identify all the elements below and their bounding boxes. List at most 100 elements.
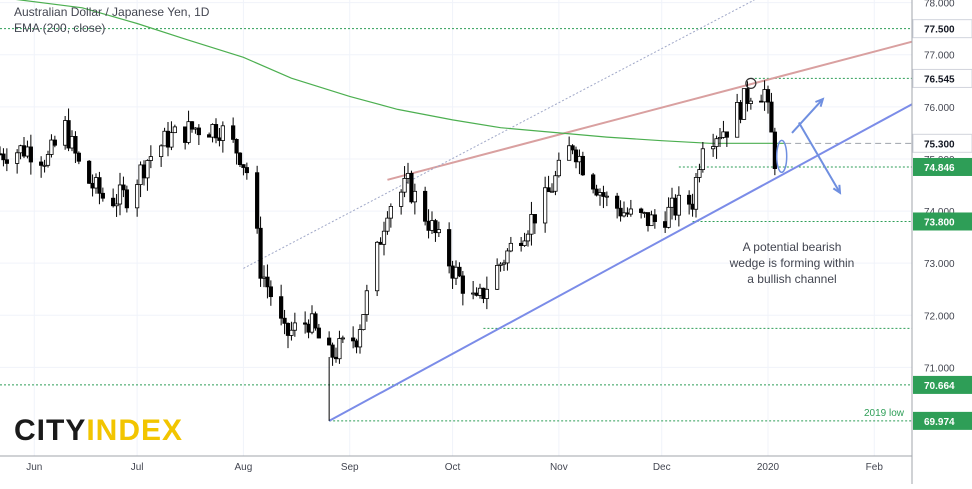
candle-body xyxy=(573,149,579,163)
candle-body xyxy=(124,189,129,209)
candle-body xyxy=(244,167,249,174)
candle-body xyxy=(340,337,345,340)
candle-body xyxy=(42,164,47,167)
candle-body xyxy=(399,191,404,207)
trendline-lower xyxy=(328,103,913,422)
arrow-up-head xyxy=(815,97,825,107)
candle-body xyxy=(711,146,716,150)
candle-body xyxy=(721,131,726,138)
candle-body xyxy=(375,241,380,292)
arrow-down-head xyxy=(832,184,842,195)
candle-body xyxy=(402,177,407,193)
candle-body xyxy=(700,148,705,170)
price-level-label: 70.664 xyxy=(924,381,955,392)
x-tick-label: Dec xyxy=(653,462,671,473)
annotation-line-2: wedge is forming within xyxy=(729,256,855,270)
candle-body xyxy=(433,220,438,234)
candle-body xyxy=(625,212,630,215)
x-tick-label: Jul xyxy=(131,462,144,473)
candle-body xyxy=(519,242,524,246)
candle-body xyxy=(687,194,692,205)
candle-body xyxy=(474,292,479,296)
candle-body xyxy=(508,242,513,252)
candle-body xyxy=(93,177,99,189)
candle-body xyxy=(162,130,167,147)
candle-body xyxy=(261,276,267,279)
candle-body xyxy=(282,317,287,324)
candle-body xyxy=(196,127,201,136)
candle-body xyxy=(673,197,678,216)
candle-body xyxy=(25,146,30,157)
x-tick-label: Oct xyxy=(445,462,461,473)
candle-body xyxy=(303,322,308,325)
candle-body xyxy=(268,286,273,298)
candle-body xyxy=(313,313,318,329)
chart-title: Australian Dollar / Japanese Yen, 1D xyxy=(14,5,210,19)
candle-body xyxy=(642,212,647,214)
candle-body xyxy=(213,124,219,139)
candle-body xyxy=(570,145,575,151)
x-tick-label: Sep xyxy=(341,462,359,473)
candle-body xyxy=(193,127,198,130)
candle-body xyxy=(183,126,188,143)
candle-body xyxy=(28,146,33,163)
logo: CITYINDEX xyxy=(14,414,183,447)
price-level-label: 77.500 xyxy=(924,25,955,36)
candle-body xyxy=(63,120,68,146)
drawing-marks xyxy=(745,77,842,195)
candle-body xyxy=(453,266,459,279)
candle-body xyxy=(714,138,719,147)
candle-body xyxy=(159,145,164,158)
candle-body xyxy=(241,164,246,168)
y-tick-label: 78.000 xyxy=(924,0,955,10)
candle-body xyxy=(388,206,393,219)
candle-body xyxy=(279,296,284,319)
candle-body xyxy=(738,102,743,120)
candle-body xyxy=(717,137,723,140)
annotation-line-1: A potential bearish xyxy=(743,240,842,254)
candle-body xyxy=(316,327,321,339)
candle-body xyxy=(220,125,225,141)
candle-body xyxy=(577,155,582,163)
candle-body xyxy=(762,89,767,103)
candle-body xyxy=(330,344,335,358)
logo-index: INDEX xyxy=(86,414,183,447)
candle-body xyxy=(186,121,191,143)
candle-body xyxy=(477,287,483,296)
candle-body xyxy=(361,314,366,331)
candle-body xyxy=(645,212,651,227)
x-tick-label: Nov xyxy=(550,462,568,473)
candle-body xyxy=(357,329,363,348)
candle-body xyxy=(189,121,195,130)
candle-body xyxy=(450,265,455,279)
candle-body xyxy=(165,130,171,148)
x-tick-label: Feb xyxy=(866,462,884,473)
candle-body xyxy=(471,292,476,295)
candle-body xyxy=(73,136,78,154)
candle-body xyxy=(121,184,126,191)
x-tick-label: 2020 xyxy=(757,462,780,473)
candle-body xyxy=(522,240,527,246)
candle-body xyxy=(52,139,57,146)
candle-body xyxy=(735,102,740,138)
candle-body xyxy=(481,287,486,299)
price-level-box xyxy=(912,68,972,88)
candle-body xyxy=(621,212,627,217)
candle-body xyxy=(258,227,263,279)
candle-body xyxy=(97,177,102,194)
candle-body xyxy=(1,153,6,161)
candle-body xyxy=(532,214,537,224)
candle-body xyxy=(529,214,534,235)
candle-body xyxy=(748,100,753,104)
indicator-label: EMA (200, close) xyxy=(14,21,106,35)
candle-body xyxy=(114,203,119,207)
candle-body xyxy=(676,194,681,216)
candle-body xyxy=(169,132,174,148)
candle-body xyxy=(45,154,51,166)
candle-body xyxy=(69,136,75,149)
candle-body xyxy=(409,172,414,203)
candle-body xyxy=(663,221,668,228)
candle-body xyxy=(18,145,23,154)
